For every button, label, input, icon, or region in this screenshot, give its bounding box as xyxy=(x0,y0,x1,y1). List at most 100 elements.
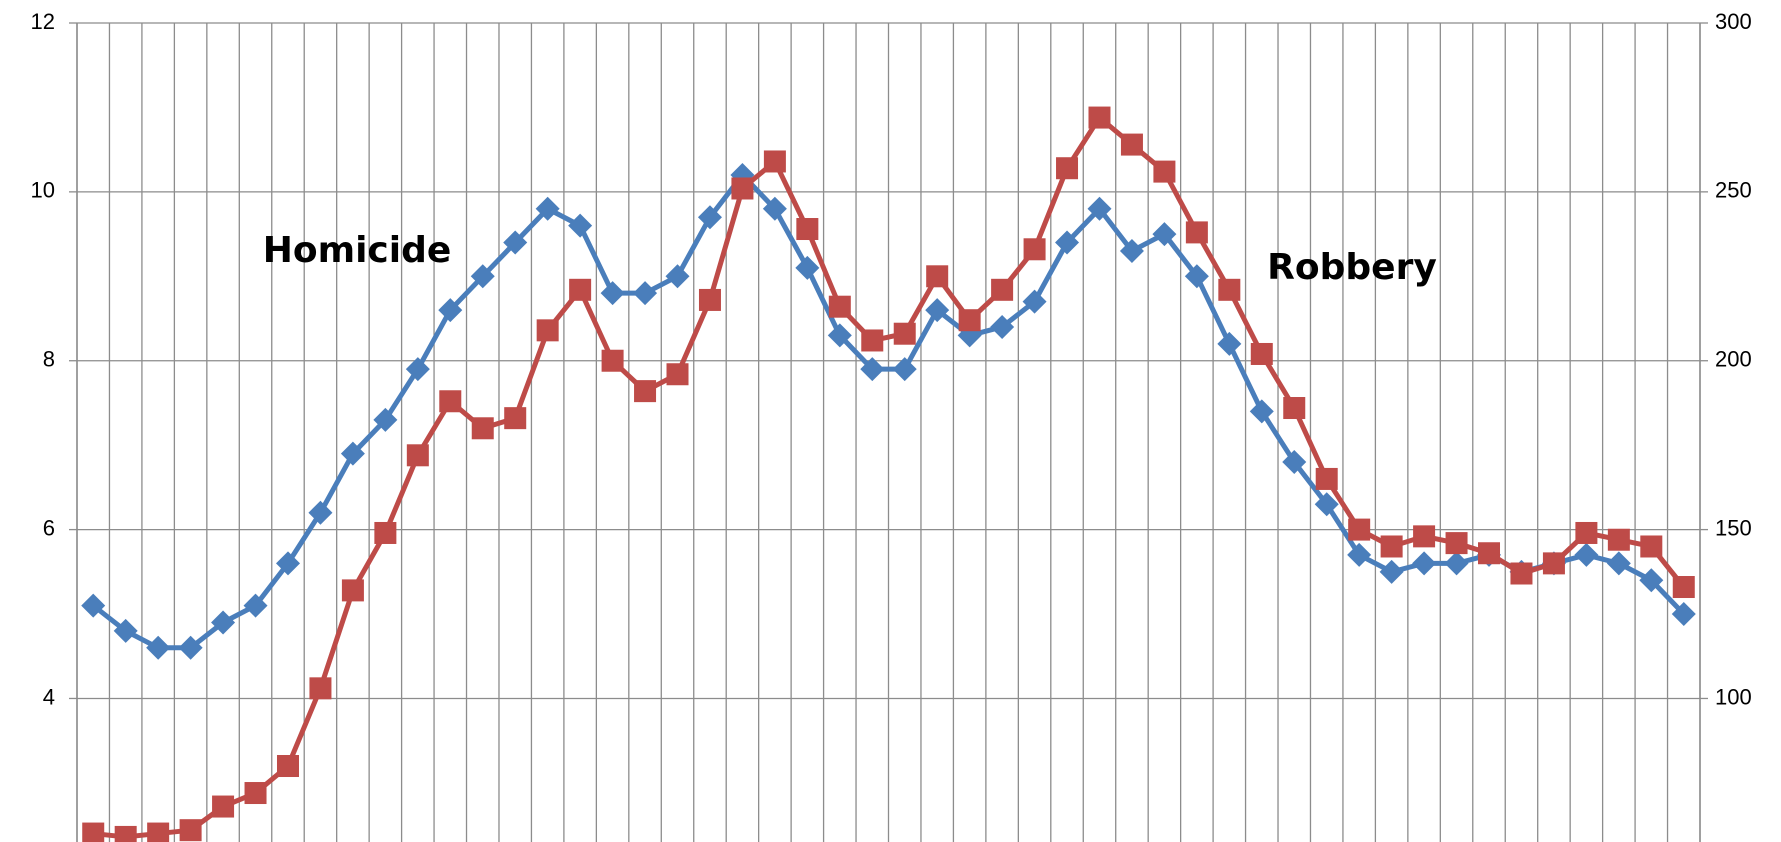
marker xyxy=(275,551,300,576)
y-tick-label: 8 xyxy=(43,347,55,372)
marker xyxy=(1283,397,1306,420)
marker xyxy=(925,298,950,323)
series-label: Homicide xyxy=(263,230,452,271)
marker xyxy=(374,521,397,544)
marker xyxy=(243,593,268,618)
marker xyxy=(146,635,171,660)
marker xyxy=(861,329,884,352)
marker xyxy=(536,319,559,342)
marker xyxy=(1314,492,1339,517)
marker xyxy=(471,417,494,440)
marker xyxy=(991,278,1014,301)
marker xyxy=(666,363,689,386)
y-tick-label: 10 xyxy=(31,178,55,203)
marker xyxy=(763,150,786,173)
marker xyxy=(439,390,462,413)
marker xyxy=(1250,342,1273,365)
marker xyxy=(860,357,885,382)
marker xyxy=(1413,525,1436,548)
marker xyxy=(1023,238,1046,261)
marker xyxy=(1056,157,1079,180)
marker xyxy=(1088,106,1111,129)
marker xyxy=(113,618,138,643)
marker xyxy=(990,314,1015,339)
marker xyxy=(1087,196,1112,221)
marker xyxy=(827,323,852,348)
marker xyxy=(698,288,721,311)
marker xyxy=(1542,552,1565,575)
series-label: Robbery xyxy=(1267,247,1437,288)
marker xyxy=(568,213,593,238)
marker xyxy=(535,196,560,221)
marker xyxy=(1445,532,1468,555)
marker xyxy=(1022,289,1047,314)
marker xyxy=(1574,542,1599,567)
marker xyxy=(405,357,430,382)
marker xyxy=(1412,551,1437,576)
marker xyxy=(926,265,949,288)
marker xyxy=(1249,399,1274,424)
y2-tick-label: 200 xyxy=(1715,347,1752,372)
marker xyxy=(1379,559,1404,584)
marker xyxy=(1606,551,1631,576)
marker xyxy=(1218,278,1241,301)
marker xyxy=(114,825,137,842)
marker xyxy=(309,677,332,700)
marker xyxy=(634,380,657,403)
marker xyxy=(373,407,398,432)
marker xyxy=(1185,221,1208,244)
marker xyxy=(601,349,624,372)
marker xyxy=(633,281,658,306)
marker xyxy=(1444,551,1469,576)
marker xyxy=(665,264,690,289)
marker xyxy=(470,264,495,289)
marker xyxy=(1575,521,1598,544)
marker xyxy=(406,444,429,467)
marker xyxy=(211,610,236,635)
y2-tick-label: 150 xyxy=(1715,515,1752,540)
y-tick-label: 6 xyxy=(43,515,55,540)
marker xyxy=(1672,576,1695,599)
marker xyxy=(341,579,364,602)
marker xyxy=(1120,133,1143,156)
marker xyxy=(179,819,202,842)
marker xyxy=(1639,568,1664,593)
marker xyxy=(504,407,527,430)
marker xyxy=(1282,450,1307,475)
marker xyxy=(731,177,754,200)
marker xyxy=(893,322,916,345)
marker xyxy=(340,441,365,466)
marker xyxy=(1347,542,1372,567)
marker xyxy=(1640,535,1663,558)
marker xyxy=(1510,562,1533,585)
y2-tick-label: 300 xyxy=(1715,9,1752,34)
marker xyxy=(1055,230,1080,255)
marker xyxy=(796,218,819,241)
marker xyxy=(212,795,235,818)
marker xyxy=(438,298,463,323)
marker xyxy=(795,255,820,280)
marker xyxy=(600,281,625,306)
marker xyxy=(697,205,722,230)
marker xyxy=(244,782,267,805)
marker xyxy=(569,278,592,301)
marker xyxy=(762,196,787,221)
marker xyxy=(1671,602,1696,627)
marker xyxy=(82,822,105,842)
marker xyxy=(1315,467,1338,490)
marker xyxy=(1184,264,1209,289)
marker xyxy=(828,295,851,318)
marker xyxy=(1348,518,1371,541)
marker xyxy=(1119,238,1144,263)
marker xyxy=(1152,222,1177,247)
marker xyxy=(308,500,333,525)
marker xyxy=(1607,528,1630,551)
marker xyxy=(1153,160,1176,183)
y2-tick-label: 250 xyxy=(1715,178,1752,203)
marker xyxy=(958,309,981,332)
marker xyxy=(892,357,917,382)
y-tick-label: 12 xyxy=(31,9,55,34)
marker xyxy=(276,755,299,778)
marker xyxy=(1217,331,1242,356)
